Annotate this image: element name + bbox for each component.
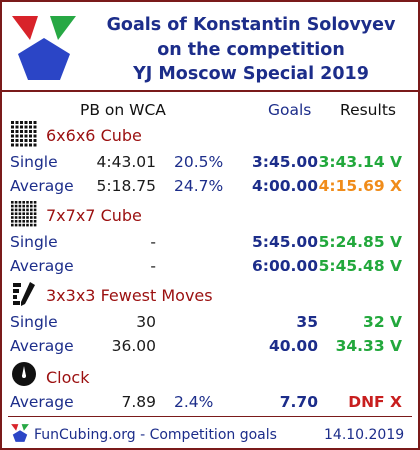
result-value: DNF X xyxy=(348,393,402,411)
goal-value: 40.00 xyxy=(268,337,318,355)
results-column-header: Results xyxy=(340,101,396,119)
goal-value: 7.70 xyxy=(279,393,318,411)
goal-value: 3:45.00 xyxy=(251,153,318,171)
result-value: 5:24.85 V xyxy=(318,233,402,251)
pb-value: 36.00 xyxy=(111,337,156,355)
footer-date: 14.10.2019 xyxy=(324,427,405,443)
footer-site-link[interactable]: FunCubing.org - Competition goals xyxy=(34,427,277,443)
goal-value: 4:00.00 xyxy=(251,177,318,195)
pb-value: 5:18.75 xyxy=(96,177,156,195)
goal-value: 6:00.00 xyxy=(251,257,318,275)
header: Goals of Konstantin Solovyev on the comp… xyxy=(2,2,418,92)
row-label: Average xyxy=(10,393,74,411)
clock-icon xyxy=(12,362,36,386)
row-label: Single xyxy=(10,153,58,171)
title-line-3: YJ Moscow Special 2019 xyxy=(133,64,369,84)
row-label: Average xyxy=(10,257,74,275)
result-value: 4:15.69 X xyxy=(318,177,402,195)
event-name-fmc: 3x3x3 Fewest Moves xyxy=(46,286,213,305)
result-value: 3:43.14 V xyxy=(318,153,402,171)
result-value: 34.33 V xyxy=(335,337,402,355)
pb-value: - xyxy=(150,257,156,275)
event-name-7x7: 7x7x7 Cube xyxy=(46,206,142,225)
event-name-6x6: 6x6x6 Cube xyxy=(46,126,142,145)
pb-value: - xyxy=(150,233,156,251)
goals-column-header: Goals xyxy=(268,101,312,119)
title-line-1: Goals of Konstantin Solovyev xyxy=(106,15,396,35)
pb-value: 30 xyxy=(136,313,156,331)
event-name-clock: Clock xyxy=(46,368,90,387)
funcubing-logo-small-icon xyxy=(11,424,29,442)
pct-value: 24.7% xyxy=(174,177,224,195)
cube-7x7-icon xyxy=(11,201,37,227)
cube-6x6-icon xyxy=(11,121,37,147)
row-label: Average xyxy=(10,337,74,355)
pct-value: 20.5% xyxy=(174,153,224,171)
result-value: 32 V xyxy=(363,313,402,331)
funcubing-logo-icon xyxy=(12,16,76,80)
pb-column-header: PB on WCA xyxy=(80,101,166,119)
footer-divider xyxy=(8,416,412,417)
row-label: Single xyxy=(10,313,58,331)
row-label: Single xyxy=(10,233,58,251)
row-label: Average xyxy=(10,177,74,195)
pct-value: 2.4% xyxy=(174,393,214,411)
pencil-fmc-icon xyxy=(13,282,35,306)
title-line-2: on the competition xyxy=(157,40,345,60)
pb-value: 4:43.01 xyxy=(96,153,156,171)
result-value: 5:45.48 V xyxy=(318,257,402,275)
pb-value: 7.89 xyxy=(121,393,156,411)
goal-value: 35 xyxy=(296,313,318,331)
goal-value: 5:45.00 xyxy=(251,233,318,251)
